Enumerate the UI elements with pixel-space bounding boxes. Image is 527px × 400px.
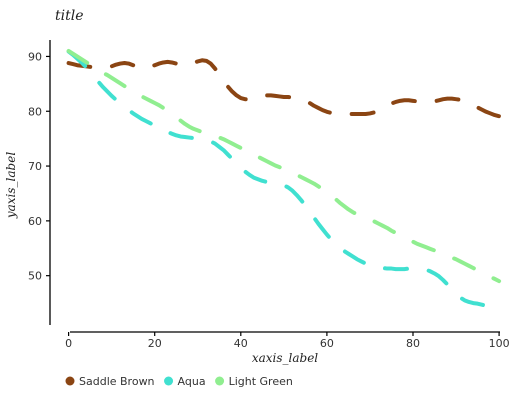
x-tick-label: 100	[489, 337, 510, 350]
legend-swatch-aqua	[164, 376, 174, 386]
y-axis-title: yaxis_label	[4, 152, 18, 219]
y-tick-label: 80	[28, 105, 42, 118]
y-tick-label: 50	[28, 270, 42, 283]
chart-title: title	[55, 8, 84, 24]
y-tick-label: 60	[28, 215, 42, 228]
y-tick-label: 70	[28, 160, 42, 173]
legend-label-saddle-brown: Saddle Brown	[79, 375, 155, 388]
x-ticks: 0 20 40 60 80 100	[65, 332, 510, 350]
x-tick-label: 60	[320, 337, 334, 350]
series-layer	[66, 48, 502, 315]
legend: Saddle Brown Aqua Light Green	[65, 375, 293, 388]
series-line-saddle-brown	[66, 58, 502, 119]
legend-label-aqua: Aqua	[178, 375, 206, 388]
legend-label-light-green: Light Green	[229, 375, 293, 388]
y-tick-label: 90	[28, 50, 42, 63]
legend-swatch-light-green	[215, 376, 225, 386]
x-tick-label: 0	[65, 337, 72, 350]
x-axis-title: xaxis_label	[252, 351, 318, 365]
series-line-light-green	[66, 48, 502, 284]
legend-swatch-saddle-brown	[65, 376, 75, 386]
series-line-aqua	[66, 49, 502, 315]
x-tick-label: 80	[406, 337, 420, 350]
x-tick-label: 40	[234, 337, 248, 350]
y-ticks: 50 60 70 80 90	[28, 50, 50, 283]
x-tick-label: 20	[148, 337, 162, 350]
